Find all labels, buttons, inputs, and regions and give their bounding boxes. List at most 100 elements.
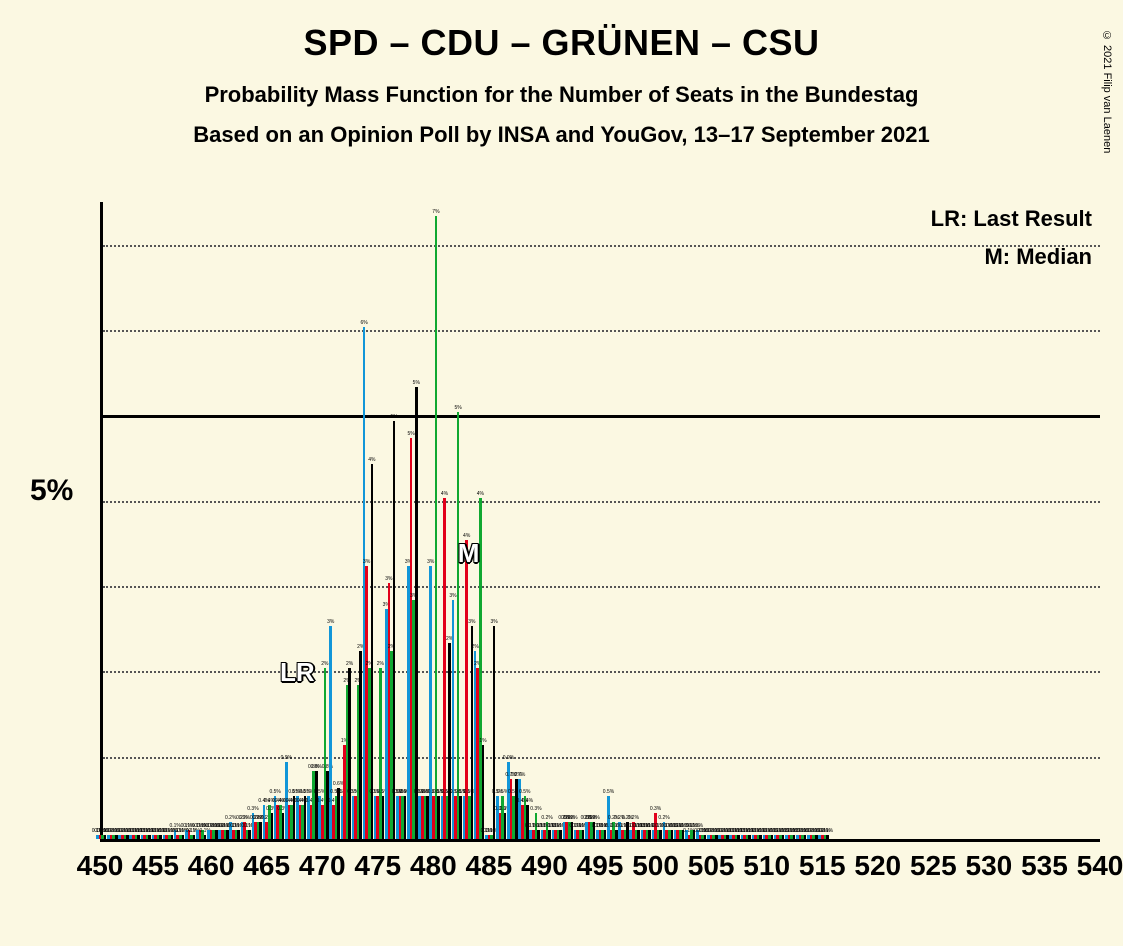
bar-black	[382, 796, 385, 839]
bar-value-label: 1%	[479, 738, 486, 744]
bar-value-label: 0.5%	[269, 789, 280, 795]
bar-value-label: 5%	[407, 431, 414, 437]
chart-subtitle: Probability Mass Function for the Number…	[0, 82, 1123, 108]
bar-black	[671, 830, 674, 839]
bar-black	[604, 830, 607, 839]
bar-black	[393, 421, 396, 839]
bar-black	[159, 835, 162, 839]
bar-black	[426, 796, 429, 839]
bar-value-label: 5%	[455, 405, 462, 411]
bar-value-label: 5%	[413, 380, 420, 386]
bar-value-label: 0.5%	[603, 789, 614, 795]
bar-black	[271, 813, 274, 839]
bar-value-label: 0.2%	[566, 815, 577, 821]
bar-value-label: 2%	[346, 661, 353, 667]
x-tick-label: 540	[1077, 850, 1123, 882]
bar-value-label: 3%	[427, 559, 434, 565]
gridline	[103, 245, 1100, 247]
bar-value-label: 3%	[468, 619, 475, 625]
x-tick-label: 490	[521, 850, 568, 882]
bar-black	[104, 835, 107, 839]
bar-value-label: 0.2%	[588, 815, 599, 821]
bar-black	[826, 835, 829, 839]
bar-black	[459, 796, 462, 839]
bar-black	[126, 835, 129, 839]
gridline	[103, 671, 1100, 673]
bar-black	[548, 830, 551, 839]
x-tick-label: 480	[410, 850, 457, 882]
bar-value-label: 0.2%	[225, 815, 236, 821]
bar-black	[348, 668, 351, 839]
bar-green	[457, 412, 460, 839]
legend-m: M: Median	[984, 244, 1092, 270]
bar-black	[148, 835, 151, 839]
bar-black	[582, 830, 585, 839]
bar-black	[815, 835, 818, 839]
bar-value-label: 3%	[363, 559, 370, 565]
gridline	[103, 330, 1100, 332]
bar-black	[659, 830, 662, 839]
bar-black	[748, 835, 751, 839]
x-tick-label: 465	[243, 850, 290, 882]
bar-value-label: 0.1%	[822, 828, 833, 834]
x-tick-label: 470	[299, 850, 346, 882]
bar-black	[771, 835, 774, 839]
annotation-m: M	[458, 538, 480, 569]
bar-black	[182, 835, 185, 839]
bar-black	[337, 788, 340, 839]
bar-black	[282, 813, 285, 839]
bar-black	[237, 830, 240, 839]
gridline	[103, 586, 1100, 588]
bar-black	[259, 822, 262, 839]
bar-black	[471, 626, 474, 839]
y-axis-line	[100, 202, 103, 842]
bar-black	[482, 745, 485, 839]
bar-black	[326, 771, 329, 839]
bar-value-label: 0.5%	[519, 789, 530, 795]
bar-black	[226, 830, 229, 839]
bar-value-label: 3%	[385, 576, 392, 582]
bar-black	[704, 835, 707, 839]
bar-black	[637, 830, 640, 839]
bar-black	[737, 835, 740, 839]
bar-black	[404, 796, 407, 839]
x-tick-label: 460	[188, 850, 235, 882]
x-tick-label: 495	[577, 850, 624, 882]
chart-subtitle-2: Based on an Opinion Poll by INSA and You…	[0, 122, 1123, 148]
bar-value-label: 0.4%	[522, 798, 533, 804]
x-tick-label: 530	[966, 850, 1013, 882]
bar-black	[526, 805, 529, 839]
x-tick-label: 450	[77, 850, 124, 882]
plot-wrapper: 5% LR: Last Result M: Median 0.1%0.1%0.1…	[30, 202, 1110, 882]
bar-value-label: 0.2%	[541, 815, 552, 821]
chart-title: SPD – CDU – GRÜNEN – CSU	[0, 22, 1123, 64]
bar-black	[804, 835, 807, 839]
y-axis-label: 5%	[30, 474, 73, 508]
bar-black	[248, 830, 251, 839]
bar-value-label: 0.2%	[239, 815, 250, 821]
bar-green	[435, 216, 438, 839]
bar-value-label: 0.3%	[650, 806, 661, 812]
bar-value-label: 0.2%	[628, 815, 639, 821]
bar-value-label: 2%	[321, 661, 328, 667]
bar-black	[515, 779, 518, 839]
x-tick-label: 510	[743, 850, 790, 882]
x-axis-labels: 4504554604654704754804854904955005055105…	[100, 850, 1100, 890]
bar-black	[537, 830, 540, 839]
bar-value-label: 4%	[441, 491, 448, 497]
bar-black	[371, 464, 374, 839]
bar-black	[171, 835, 174, 839]
bar-black	[137, 835, 140, 839]
x-tick-label: 475	[354, 850, 401, 882]
bar-black	[359, 651, 362, 839]
bar-black	[726, 835, 729, 839]
bar-value-label: 0.2%	[658, 815, 669, 821]
x-tick-label: 455	[132, 850, 179, 882]
bar-value-label: 0.7%	[514, 772, 525, 778]
bar-black	[115, 835, 118, 839]
bar-black	[215, 830, 218, 839]
bar-value-label: 3%	[327, 619, 334, 625]
bar-value-label: 0.3%	[530, 806, 541, 812]
bar-value-label: 2%	[377, 661, 384, 667]
annotation-lr: LR	[280, 657, 315, 688]
